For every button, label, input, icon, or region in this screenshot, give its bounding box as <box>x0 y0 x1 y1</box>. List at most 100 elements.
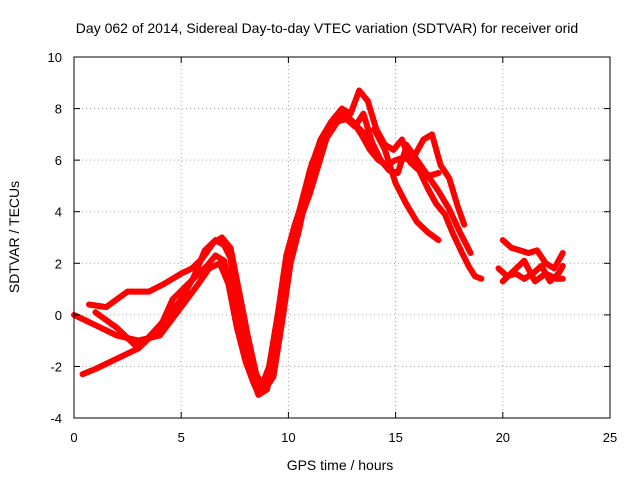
y-tick-label: 2 <box>55 256 62 271</box>
data-point <box>525 249 532 256</box>
data-point <box>223 266 230 273</box>
data-point <box>453 200 460 207</box>
data-point <box>224 272 231 279</box>
data-point <box>262 372 269 379</box>
data-point <box>242 347 249 354</box>
data-point <box>195 261 202 268</box>
data-point <box>389 169 396 176</box>
data-point <box>400 152 407 159</box>
data-point <box>263 369 270 376</box>
data-point <box>460 218 467 225</box>
data-point <box>307 165 314 172</box>
data-point <box>100 362 107 369</box>
data-point <box>519 248 526 255</box>
axis-ticks: 0 5 10 15 20 25 -4 -2 0 2 4 6 8 10 <box>48 50 618 445</box>
data-point <box>394 170 401 177</box>
data-point <box>211 262 218 269</box>
data-point <box>291 243 298 250</box>
data-point <box>367 133 374 140</box>
data-point <box>399 155 406 162</box>
data-point <box>430 136 437 143</box>
data-point <box>368 136 375 143</box>
data-point <box>192 270 199 277</box>
data-point <box>550 274 557 281</box>
data-point <box>245 359 252 366</box>
data-point <box>258 383 265 390</box>
data-point <box>446 175 453 182</box>
data-point <box>370 117 377 124</box>
data-point <box>247 347 254 354</box>
data-point <box>180 269 187 276</box>
data-point <box>453 197 460 204</box>
data-point <box>447 178 454 185</box>
data-point <box>194 264 201 271</box>
data-point <box>367 106 374 113</box>
data-point <box>197 258 204 265</box>
data-point <box>129 347 136 354</box>
data-point <box>288 232 295 239</box>
data-point <box>528 249 535 256</box>
data-point <box>247 344 254 351</box>
y-tick-label: 4 <box>55 205 62 220</box>
data-point <box>127 349 134 356</box>
data-point <box>301 192 308 199</box>
data-point <box>243 350 250 357</box>
data-point <box>431 139 438 146</box>
data-point <box>452 195 459 202</box>
y-tick-label: -2 <box>50 359 62 374</box>
data-point <box>381 146 388 153</box>
data-point <box>391 177 398 184</box>
data-point <box>511 245 518 252</box>
data-point <box>516 247 523 254</box>
x-tick-label: 5 <box>178 430 185 445</box>
data-point <box>351 99 358 106</box>
data-point <box>251 362 258 369</box>
data-point <box>288 257 295 264</box>
data-point <box>296 226 303 233</box>
data-point <box>287 260 294 267</box>
data-point <box>296 207 303 214</box>
data-point <box>360 110 367 117</box>
data-point <box>558 265 565 272</box>
x-tick-label: 0 <box>70 430 77 445</box>
data-point <box>76 314 83 321</box>
data-point <box>395 167 402 174</box>
data-point <box>214 261 221 268</box>
series-line <box>86 87 485 393</box>
data-point <box>366 103 373 110</box>
data-point <box>522 249 529 256</box>
data-point <box>73 313 80 320</box>
data-point <box>383 152 390 159</box>
data-point <box>406 156 413 163</box>
data-point <box>369 114 376 121</box>
data-point <box>542 270 549 277</box>
series-trace-6 <box>403 141 474 256</box>
data-point <box>303 183 310 190</box>
data-point <box>390 174 397 181</box>
data-point <box>298 201 305 208</box>
data-point <box>293 235 300 242</box>
series-trace-3 <box>86 87 485 393</box>
data-point <box>103 327 110 334</box>
data-point <box>508 244 515 251</box>
data-point <box>286 241 293 248</box>
data-point <box>429 134 436 141</box>
data-point <box>247 368 254 375</box>
data-point <box>363 119 370 126</box>
data-point <box>545 271 552 278</box>
data-point <box>103 360 110 367</box>
data-point <box>124 350 131 357</box>
y-tick-label: 8 <box>55 102 62 117</box>
data-point <box>385 158 392 165</box>
data-point <box>432 145 439 152</box>
data-point <box>471 273 478 280</box>
data-point <box>245 335 252 342</box>
data-point <box>178 270 185 277</box>
data-point <box>290 249 297 256</box>
data-point <box>113 355 120 362</box>
x-tick-label: 20 <box>496 430 510 445</box>
data-point <box>432 235 439 242</box>
data-point <box>257 386 264 393</box>
data-point <box>294 232 301 239</box>
data-point <box>454 203 461 210</box>
